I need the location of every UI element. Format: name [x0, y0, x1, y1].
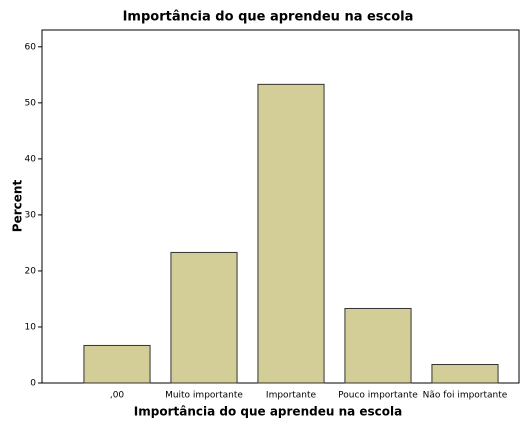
bar [431, 364, 499, 384]
y-tick-label: 30 [25, 210, 37, 220]
x-tick-label: ,00 [110, 391, 125, 401]
y-tick-label: 10 [25, 322, 37, 332]
bar [170, 251, 238, 384]
x-axis-label: Importância do que aprendeu na escola [134, 405, 402, 419]
y-tick-label: 0 [30, 379, 36, 389]
x-tick-label: Importante [266, 391, 317, 401]
y-tick-label: 60 [25, 42, 37, 52]
chart-title: Importância do que aprendeu na escola [123, 10, 414, 25]
y-axis-label: Percent [11, 180, 25, 233]
x-tick-label: Pouco importante [338, 391, 418, 401]
x-tick-label: Não foi importante [423, 391, 508, 401]
x-tick-label: Muito importante [165, 391, 243, 401]
bar [83, 344, 151, 384]
bar [344, 307, 412, 384]
y-tick-label: 20 [25, 266, 37, 276]
bar [257, 83, 325, 384]
y-tick-label: 50 [25, 98, 37, 108]
y-tick-label: 40 [25, 154, 37, 164]
